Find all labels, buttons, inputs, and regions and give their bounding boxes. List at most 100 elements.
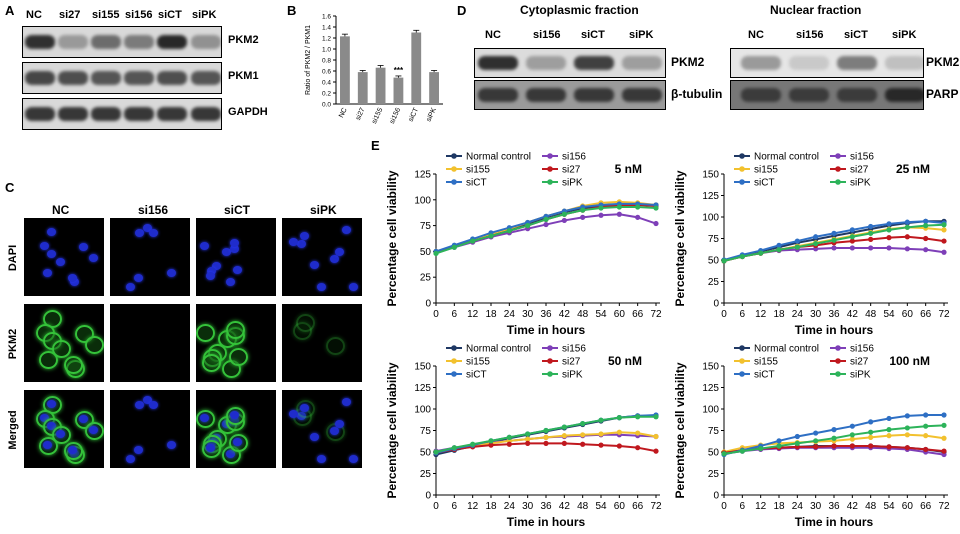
series-line [435,202,657,254]
data-point [451,445,457,451]
y-tick-label: 25 [708,469,720,480]
y-tick-label: 0 [713,491,719,502]
x-tick-label: 42 [847,309,859,320]
x-tick-label: 66 [632,501,644,512]
data-point [721,258,727,264]
micro-cytoplasm [325,337,345,356]
b-y-tick-label: 1.2 [322,36,331,43]
x-tick-label: 54 [595,501,607,512]
data-point [561,424,567,430]
x-tick-label: 42 [559,309,571,320]
b-y-tick-label: 0.2 [322,91,331,98]
data-point [616,204,622,210]
y-axis-label: Percentage cell viability [673,170,687,306]
x-tick-label: 30 [810,501,822,512]
d-lane-label: NC [485,29,501,41]
y-tick-label: 0 [425,491,431,502]
x-tick-label: 42 [847,501,859,512]
micro-nucleus [222,247,232,256]
data-point [543,434,549,440]
blot-band [25,35,55,49]
x-tick-label: 0 [721,309,727,320]
x-tick-label: 0 [721,501,727,512]
micro-row-label: DAPI [7,244,19,272]
data-point [506,228,512,234]
blot-row-label: GAPDH [228,106,268,118]
data-point [849,432,855,438]
d-lane-label: si156 [796,29,824,41]
x-tick-label: 48 [865,501,877,512]
legend-swatch-marker [835,371,841,377]
micro-nucleus [69,278,79,287]
blot-band [58,107,88,121]
x-tick-label: 60 [614,501,626,512]
data-point [433,250,439,257]
data-point [721,451,727,457]
micro-cytoplasm [84,336,104,355]
micro-nucleus [205,272,215,281]
x-tick-label: 12 [755,501,767,512]
micro-nucleus [225,278,235,287]
micro-image [110,304,190,382]
micro-nucleus [225,450,235,459]
blot-band [157,35,187,49]
x-tick-label: 6 [452,309,458,320]
data-point [923,235,929,242]
x-tick-label: 48 [865,309,877,320]
data-point [923,218,929,224]
d-band [478,56,518,70]
micro-image [24,304,104,382]
x-tick-label: 18 [773,309,785,320]
data-point [653,220,659,227]
data-point [794,238,800,244]
data-point [580,207,586,213]
y-tick-label: 125 [702,191,719,202]
x-tick-label: 60 [902,309,914,320]
data-point [653,433,659,440]
micro-nucleus [229,244,239,253]
blot-band [25,107,55,121]
micro-image [110,218,190,296]
y-axis-label: Percentage cell viability [385,362,399,498]
d-band [741,56,781,70]
x-tick-label: 24 [504,309,516,320]
d-band [622,88,662,102]
data-point [488,442,494,448]
micro-nucleus [166,269,176,278]
data-point [849,238,855,244]
legend-label: si156 [562,344,586,355]
data-point [849,443,855,449]
legend-swatch-marker [451,166,457,172]
micro-nucleus [299,231,309,240]
legend-swatch-marker [835,345,841,351]
data-point [923,412,929,418]
legend-swatch-marker [835,358,841,364]
data-point [776,438,782,444]
micro-row-label: PKM2 [7,328,19,360]
data-point [794,244,800,250]
data-point [758,445,764,452]
micro-nucleus [47,400,57,409]
b-bar [393,77,404,104]
data-point [904,219,910,225]
legend-label: siPK [562,178,583,189]
y-tick-label: 100 [702,405,719,416]
y-tick-label: 50 [708,256,720,267]
data-point [886,235,892,241]
blot-row-label: PKM2 [228,34,259,46]
y-tick-label: 50 [708,448,720,459]
x-axis-label: Time in hours [507,323,586,337]
b-bar [429,72,439,104]
micro-nucleus [40,414,50,423]
legend-label: siPK [562,370,583,381]
data-point [886,245,892,251]
y-tick-label: 75 [708,234,720,245]
cyto-fraction-title: Cytoplasmic fraction [520,3,639,17]
x-tick-label: 6 [452,501,458,512]
nuclear-fraction-title: Nuclear fraction [770,3,862,17]
data-point [635,445,641,451]
micro-nucleus [232,437,242,446]
micro-nucleus [232,265,242,274]
micro-nucleus [229,239,239,248]
data-point [941,412,947,418]
